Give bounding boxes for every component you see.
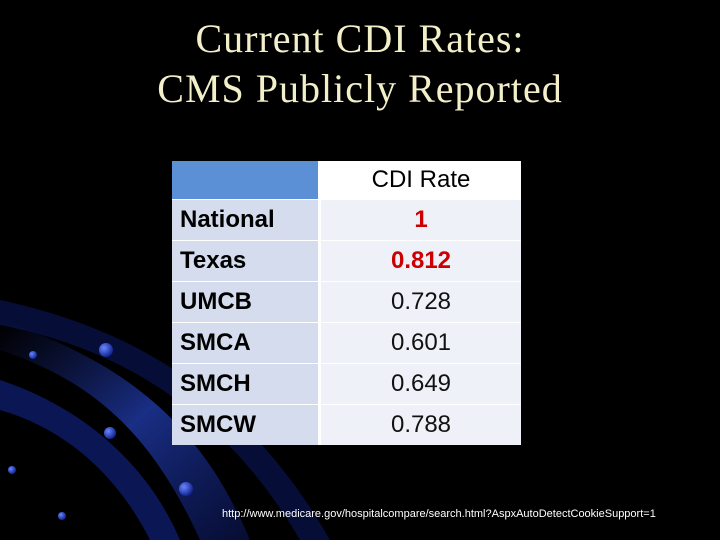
table-row: Texas 0.812 <box>172 240 521 282</box>
cdi-rates-table: CDI Rate National 1 Texas 0.812 UMCB 0.7… <box>172 161 521 445</box>
row-name: UMCB <box>172 281 320 323</box>
decor-dot <box>104 427 116 439</box>
row-name: SMCW <box>172 404 320 445</box>
decor-dot <box>58 512 66 520</box>
table-row: UMCB 0.728 <box>172 281 521 323</box>
row-value: 0.788 <box>318 404 521 445</box>
row-name: Texas <box>172 240 320 282</box>
table-header-row: CDI Rate <box>172 161 521 200</box>
row-value: 0.812 <box>318 240 521 282</box>
table-row: National 1 <box>172 199 521 241</box>
title-line-1: Current CDI Rates: <box>195 16 525 61</box>
title-line-2: CMS Publicly Reported <box>157 66 563 111</box>
header-cell-empty <box>172 161 320 200</box>
table-row: SMCA 0.601 <box>172 322 521 364</box>
row-value: 0.728 <box>318 281 521 323</box>
decor-dot <box>8 466 16 474</box>
decor-dot <box>179 482 193 496</box>
row-name: SMCA <box>172 322 320 364</box>
row-name: SMCH <box>172 363 320 405</box>
row-value: 0.601 <box>318 322 521 364</box>
row-value: 0.649 <box>318 363 521 405</box>
row-name: National <box>172 199 320 241</box>
table-row: SMCH 0.649 <box>172 363 521 405</box>
header-cell-cdi-rate: CDI Rate <box>318 161 521 200</box>
source-url-link[interactable]: http://www.medicare.gov/hospitalcompare/… <box>222 508 656 520</box>
slide-title: Current CDI Rates: CMS Publicly Reported <box>0 14 720 114</box>
table-row: SMCW 0.788 <box>172 404 521 445</box>
decor-dot <box>99 343 113 357</box>
row-value: 1 <box>318 199 521 241</box>
decor-dot <box>29 351 37 359</box>
